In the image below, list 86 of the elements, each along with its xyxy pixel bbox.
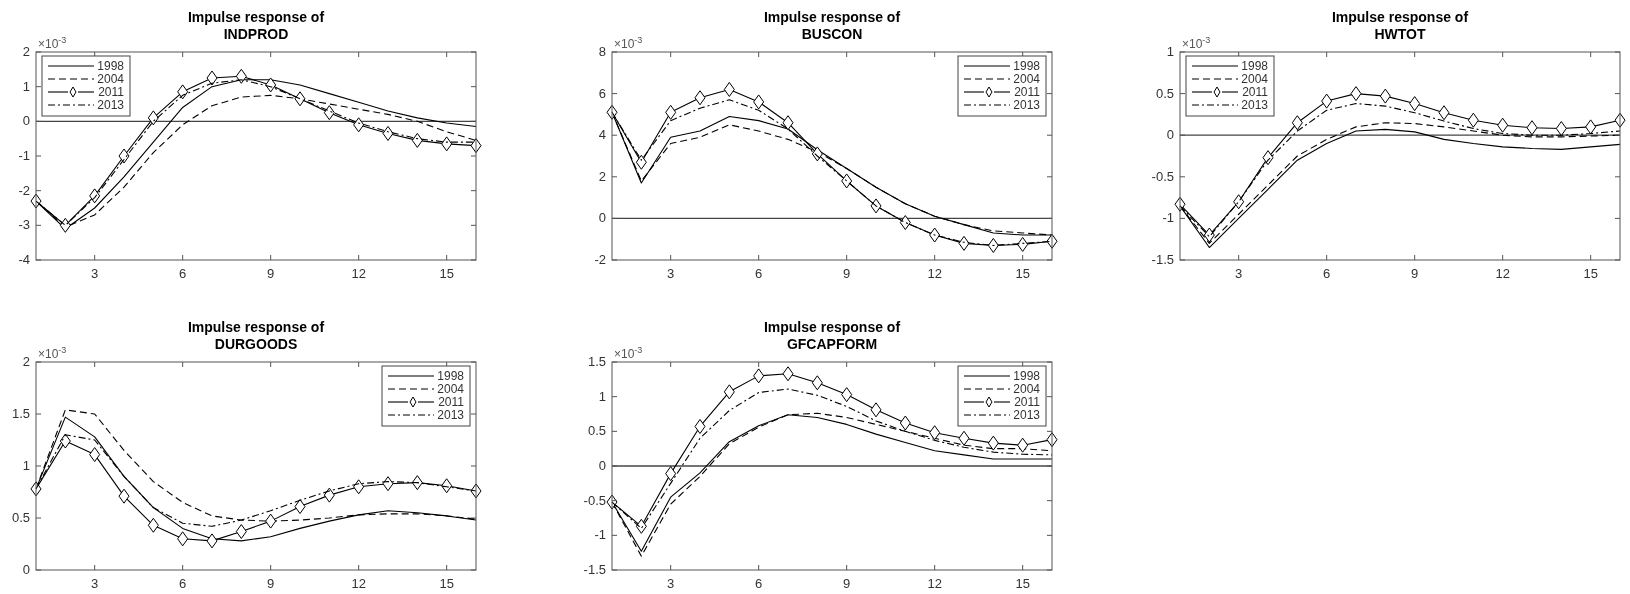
x-tick-label: 6 [179, 576, 187, 591]
y-tick-label: 0 [22, 562, 30, 577]
y-tick-label: 6 [598, 85, 606, 101]
legend-label: 1998 [437, 369, 465, 383]
y-tick-label: -1.5 [583, 562, 606, 577]
legend-label: 2013 [1241, 98, 1269, 112]
y-tick-label: 0 [22, 113, 30, 129]
text: ×10$^{-3}$ [614, 345, 643, 361]
y-tick-label: -0.5 [1151, 168, 1174, 184]
legend-label: 2004 [97, 72, 125, 86]
text: ×10$^{-3}$ [1182, 35, 1211, 51]
legend-label: 2011 [1014, 85, 1041, 99]
y-tick-label: -3 [18, 217, 30, 233]
y-tick-label: 4 [598, 127, 606, 143]
x-tick-label: 12 [927, 576, 942, 591]
x-tick-label: 12 [351, 576, 366, 591]
x-tick-label: 15 [1015, 266, 1030, 281]
legend-label: 2013 [437, 408, 465, 422]
text: ×10$^{-3}$ [614, 35, 643, 51]
y-tick-label: 0.5 [11, 510, 30, 525]
y-tick-label: 1 [1166, 44, 1174, 59]
legend-label: 2011 [438, 395, 465, 409]
x-tick-label: 15 [439, 266, 454, 281]
legend-label: 2004 [1013, 382, 1041, 396]
x-tick-label: 12 [927, 266, 942, 281]
x-tick-label: 3 [667, 576, 675, 591]
y-tick-label: 1.5 [11, 406, 30, 421]
legend-label: 2004 [437, 382, 465, 396]
legend-label: 1998 [1013, 369, 1041, 383]
y-tick-label: -1 [18, 148, 30, 163]
y-tick-label: 2 [22, 354, 30, 369]
x-tick-label: 12 [1495, 266, 1510, 281]
legend-label: 2011 [1242, 85, 1269, 99]
x-tick-label: 12 [351, 266, 366, 281]
y-tick-label: -2 [18, 182, 30, 198]
y-tick-label: 0 [1166, 127, 1174, 143]
legend-label: 1998 [1241, 59, 1269, 73]
chart-title: Impulse response of DURGOODS [187, 319, 325, 352]
x-tick-label: 3 [667, 266, 675, 281]
x-tick-label: 9 [843, 576, 851, 591]
x-tick-label: 3 [1235, 266, 1243, 281]
y-tick-label: 0 [598, 458, 606, 473]
legend-label: 1998 [1013, 59, 1041, 73]
y-tick-label: 1 [22, 78, 30, 94]
y-tick-label: -1.5 [1151, 252, 1174, 267]
legend-label: 2004 [1013, 72, 1041, 86]
y-tick-label: -1 [1162, 210, 1174, 226]
x-tick-label: 9 [843, 266, 851, 281]
chart-title: Impulse response of GFCAPFORM [763, 319, 901, 352]
text: ×10$^{-3}$ [38, 345, 67, 361]
legend-label: 1998 [97, 59, 125, 73]
x-tick-label: 6 [755, 576, 763, 591]
chart-title: Impulse response of INDPROD [187, 9, 325, 42]
x-tick-label: 6 [179, 266, 187, 281]
legend-label: 2013 [1013, 98, 1041, 112]
x-tick-label: 15 [439, 576, 454, 591]
y-tick-label: 8 [598, 44, 606, 59]
y-tick-label: -0.5 [583, 492, 606, 508]
x-tick-label: 9 [1411, 266, 1419, 281]
text: ×10$^{-3}$ [38, 35, 67, 51]
legend-label: 2011 [98, 85, 125, 99]
y-tick-label: 0.5 [587, 423, 606, 439]
y-tick-label: 1.5 [587, 354, 606, 369]
x-tick-label: 9 [267, 576, 275, 591]
y-tick-label: 1 [598, 388, 606, 404]
y-tick-label: 0 [598, 210, 606, 226]
legend-label: 2011 [1014, 395, 1041, 409]
y-tick-label: 1 [22, 458, 30, 473]
x-tick-label: 6 [755, 266, 763, 281]
legend-label: 2013 [97, 98, 125, 112]
y-tick-label: -4 [18, 252, 30, 267]
y-tick-label: 0.5 [1155, 85, 1174, 101]
legend-label: 2004 [1241, 72, 1269, 86]
x-tick-label: 15 [1015, 576, 1030, 591]
y-tick-label: -2 [594, 252, 606, 267]
y-tick-label: -1 [594, 527, 606, 543]
y-tick-label: 2 [22, 44, 30, 59]
x-tick-label: 3 [91, 576, 99, 591]
legend-label: 2013 [1013, 408, 1041, 422]
chart-title: Impulse response of HWTOT [1331, 9, 1469, 42]
x-tick-label: 15 [1583, 266, 1598, 281]
x-tick-label: 9 [267, 266, 275, 281]
y-tick-label: 2 [598, 168, 606, 184]
x-tick-label: 3 [91, 266, 99, 281]
x-tick-label: 6 [1323, 266, 1331, 281]
chart-title: Impulse response of BUSCON [763, 9, 901, 42]
